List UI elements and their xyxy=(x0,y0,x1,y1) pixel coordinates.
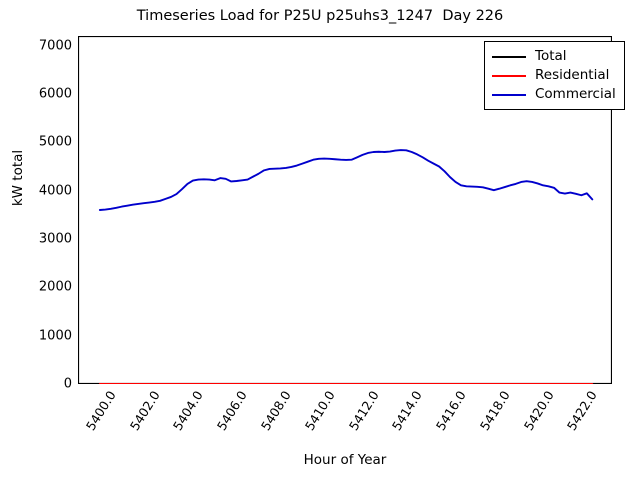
chart-title: Timeseries Load for P25U p25uhs3_1247 Da… xyxy=(136,8,504,24)
y-tick-label: 3000 xyxy=(38,231,72,247)
x-tick-label: 5422.0 xyxy=(564,388,601,434)
legend-entry: Total xyxy=(492,47,616,66)
x-tick-label: 5420.0 xyxy=(520,388,557,434)
series-line-commercial xyxy=(98,149,594,211)
y-tick-label: 7000 xyxy=(38,38,72,54)
legend-label: Residential xyxy=(535,66,610,83)
x-tick-label: 5408.0 xyxy=(257,388,294,434)
legend-label: Total xyxy=(535,47,567,64)
x-tick-label: 5416.0 xyxy=(432,388,469,434)
y-tick-label: 2000 xyxy=(38,279,72,295)
y-tick-label: 5000 xyxy=(38,134,72,150)
legend-entry: Residential xyxy=(492,66,616,85)
y-tick-label: 6000 xyxy=(38,86,72,102)
x-tick-label: 5418.0 xyxy=(476,388,513,434)
x-axis-label: Hour of Year xyxy=(303,452,387,468)
series-group xyxy=(98,149,594,384)
y-tick-label: 0 xyxy=(63,376,72,392)
legend-line-swatch-icon xyxy=(492,74,526,77)
legend-line-swatch-icon xyxy=(492,93,526,96)
x-tick-label: 5410.0 xyxy=(301,388,338,434)
y-tick-label: 4000 xyxy=(38,183,72,199)
x-tick-label: 5414.0 xyxy=(389,388,425,434)
y-tick-label: 1000 xyxy=(38,328,72,344)
plot-svg xyxy=(78,36,612,384)
chart-legend: Total Residential Commercial xyxy=(484,41,625,110)
x-tick-label: 5406.0 xyxy=(214,388,250,434)
x-tick-label: 5400.0 xyxy=(82,388,119,434)
x-tick-label: 5404.0 xyxy=(170,388,207,434)
x-tick-label: 5412.0 xyxy=(345,388,382,434)
legend-line-swatch-icon xyxy=(492,55,526,58)
x-tick-label: 5402.0 xyxy=(126,388,163,434)
legend-label: Commercial xyxy=(535,85,616,102)
legend-entry: Commercial xyxy=(492,85,616,104)
y-axis-label: kW total xyxy=(10,149,26,207)
y-axis-tick-labels: 0 1000 2000 3000 4000 5000 6000 7000 xyxy=(0,36,72,391)
plot-area xyxy=(78,36,612,384)
x-axis-tick-labels: 5400.0 5402.0 5404.0 5406.0 5408.0 5410.0 5412… xyxy=(78,388,612,450)
